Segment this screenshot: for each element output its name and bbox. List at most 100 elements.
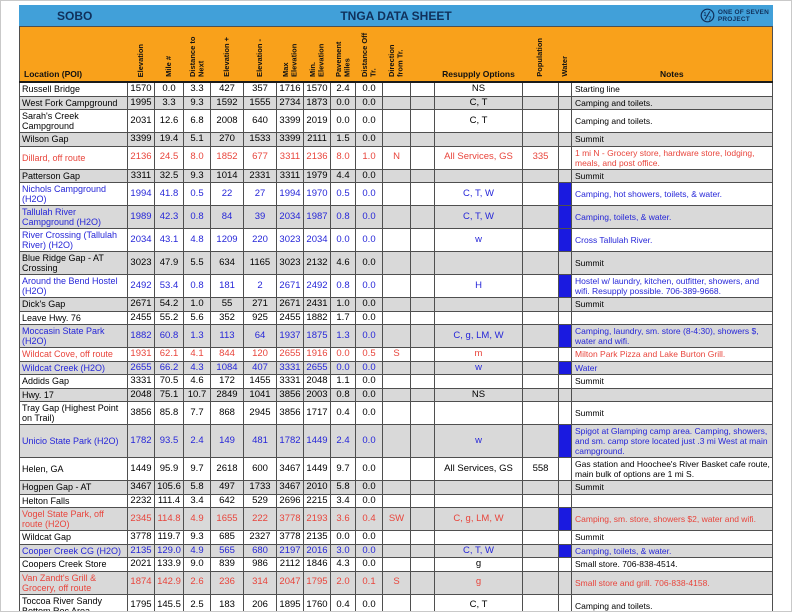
cell-elevation[interactable]: 3467 xyxy=(127,480,155,495)
cell-pavement[interactable]: 0.4 xyxy=(330,401,356,425)
cell-pavement[interactable]: 0.0 xyxy=(330,109,356,133)
cell-dist_next[interactable]: 9.3 xyxy=(183,95,211,110)
cell-direction[interactable] xyxy=(382,493,411,508)
cell-direction[interactable] xyxy=(382,324,411,348)
cell-elevation[interactable]: 1882 xyxy=(127,324,155,348)
cell-dist_next[interactable]: 4.3 xyxy=(183,360,211,375)
cell-elev_loss[interactable]: 220 xyxy=(243,228,277,252)
col-header-notes[interactable]: Notes xyxy=(571,26,773,82)
cell-elev_loss[interactable]: 1533 xyxy=(243,132,277,147)
cell-max_elev[interactable]: 3311 xyxy=(276,145,304,170)
cell-max_elev[interactable]: 2455 xyxy=(276,310,304,325)
cell-elev_loss[interactable]: 64 xyxy=(243,324,277,348)
cell-elev_gain[interactable]: 22 xyxy=(210,182,244,206)
cell-spacer[interactable] xyxy=(410,424,435,458)
cell-mile[interactable]: 3.3 xyxy=(154,95,184,110)
cell-mile[interactable]: 145.5 xyxy=(154,593,184,611)
cell-direction[interactable] xyxy=(382,274,411,298)
cell-pavement[interactable]: 1.0 xyxy=(330,297,356,312)
cell-dist_off[interactable]: 0.0 xyxy=(355,480,383,495)
cell-resupply[interactable]: g xyxy=(434,570,523,595)
cell-notes[interactable]: Camping, sm. store, showers $2, water an… xyxy=(571,507,773,531)
cell-direction[interactable] xyxy=(382,424,411,458)
cell-notes[interactable]: Summit xyxy=(571,530,773,545)
cell-elev_gain[interactable]: 427 xyxy=(210,81,244,97)
cell-water[interactable] xyxy=(558,401,572,425)
cell-dist_off[interactable]: 0.0 xyxy=(355,251,383,275)
cell-direction[interactable] xyxy=(382,387,411,402)
cell-resupply[interactable]: C, T, W xyxy=(434,205,523,229)
cell-location[interactable]: Wilson Gap xyxy=(19,132,128,147)
cell-location[interactable]: Van Zandt's Grill & Grocery, off route xyxy=(19,570,128,595)
cell-spacer[interactable] xyxy=(410,401,435,425)
cell-pavement[interactable]: 5.8 xyxy=(330,480,356,495)
cell-notes[interactable]: Camping and toilets. xyxy=(571,593,773,611)
cell-dist_next[interactable]: 2.5 xyxy=(183,593,211,611)
cell-min_elev[interactable]: 1987 xyxy=(303,205,331,229)
cell-min_elev[interactable]: 2003 xyxy=(303,387,331,402)
cell-water[interactable] xyxy=(558,182,572,206)
cell-pavement[interactable]: 1.5 xyxy=(330,132,356,147)
col-header-elevation[interactable]: Elevation xyxy=(127,26,155,82)
cell-population[interactable] xyxy=(522,182,559,206)
col-header-elevation-loss[interactable]: Elevation - xyxy=(243,26,277,82)
col-header-pavement-miles[interactable]: Pavement Miles xyxy=(330,26,356,82)
cell-elev_gain[interactable]: 565 xyxy=(210,543,244,558)
cell-elev_gain[interactable]: 1655 xyxy=(210,507,244,531)
cell-resupply[interactable]: All Services, GS xyxy=(434,457,523,481)
cell-dist_off[interactable]: 0.0 xyxy=(355,205,383,229)
cell-min_elev[interactable]: 1916 xyxy=(303,347,331,362)
cell-elev_gain[interactable]: 1014 xyxy=(210,168,244,183)
cell-pavement[interactable]: 4.4 xyxy=(330,168,356,183)
cell-population[interactable] xyxy=(522,360,559,375)
cell-elev_gain[interactable]: 236 xyxy=(210,570,244,595)
cell-notes[interactable]: Camping, toilets, & water. xyxy=(571,543,773,558)
cell-population[interactable]: 558 xyxy=(522,457,559,481)
cell-notes[interactable]: Summit xyxy=(571,251,773,275)
cell-elev_loss[interactable]: 1041 xyxy=(243,387,277,402)
cell-dist_off[interactable]: 0.0 xyxy=(355,401,383,425)
cell-max_elev[interactable]: 2671 xyxy=(276,297,304,312)
cell-location[interactable]: Wildcat Gap xyxy=(19,530,128,545)
cell-dist_off[interactable]: 0.0 xyxy=(355,228,383,252)
cell-elevation[interactable]: 3399 xyxy=(127,132,155,147)
cell-pavement[interactable]: 4.3 xyxy=(330,557,356,572)
cell-dist_next[interactable]: 10.7 xyxy=(183,387,211,402)
cell-notes[interactable]: Summit xyxy=(571,297,773,312)
cell-resupply[interactable] xyxy=(434,297,523,312)
cell-mile[interactable]: 85.8 xyxy=(154,401,184,425)
cell-location[interactable]: Around the Bend Hostel (H2O) xyxy=(19,274,128,298)
cell-water[interactable] xyxy=(558,132,572,147)
col-header-water[interactable]: Water xyxy=(558,26,572,82)
cell-elevation[interactable]: 2492 xyxy=(127,274,155,298)
cell-water[interactable] xyxy=(558,251,572,275)
cell-max_elev[interactable]: 1895 xyxy=(276,593,304,611)
cell-location[interactable]: Hogpen Gap - AT xyxy=(19,480,128,495)
cell-pavement[interactable]: 8.0 xyxy=(330,145,356,170)
cell-elev_gain[interactable]: 172 xyxy=(210,374,244,389)
cell-notes[interactable]: Cross Tallulah River. xyxy=(571,228,773,252)
cell-dist_next[interactable]: 8.0 xyxy=(183,145,211,170)
cell-dist_off[interactable]: 0.0 xyxy=(355,530,383,545)
cell-resupply[interactable]: C, T, W xyxy=(434,543,523,558)
cell-direction[interactable] xyxy=(382,557,411,572)
cell-elevation[interactable]: 1874 xyxy=(127,570,155,595)
cell-dist_off[interactable]: 0.0 xyxy=(355,374,383,389)
cell-spacer[interactable] xyxy=(410,543,435,558)
cell-dist_off[interactable]: 0.0 xyxy=(355,543,383,558)
cell-water[interactable] xyxy=(558,570,572,595)
cell-water[interactable] xyxy=(558,543,572,558)
cell-min_elev[interactable]: 1449 xyxy=(303,424,331,458)
col-header-location[interactable]: Location (POI) xyxy=(19,26,128,82)
cell-dist_next[interactable]: 0.8 xyxy=(183,274,211,298)
cell-elev_loss[interactable]: 222 xyxy=(243,507,277,531)
cell-location[interactable]: Hwy. 17 xyxy=(19,387,128,402)
cell-direction[interactable]: S xyxy=(382,570,411,595)
cell-mile[interactable]: 47.9 xyxy=(154,251,184,275)
cell-min_elev[interactable]: 1449 xyxy=(303,457,331,481)
cell-location[interactable]: Addids Gap xyxy=(19,374,128,389)
cell-elev_gain[interactable]: 84 xyxy=(210,205,244,229)
cell-spacer[interactable] xyxy=(410,347,435,362)
cell-population[interactable] xyxy=(522,530,559,545)
cell-location[interactable]: Coopers Creek Store xyxy=(19,557,128,572)
